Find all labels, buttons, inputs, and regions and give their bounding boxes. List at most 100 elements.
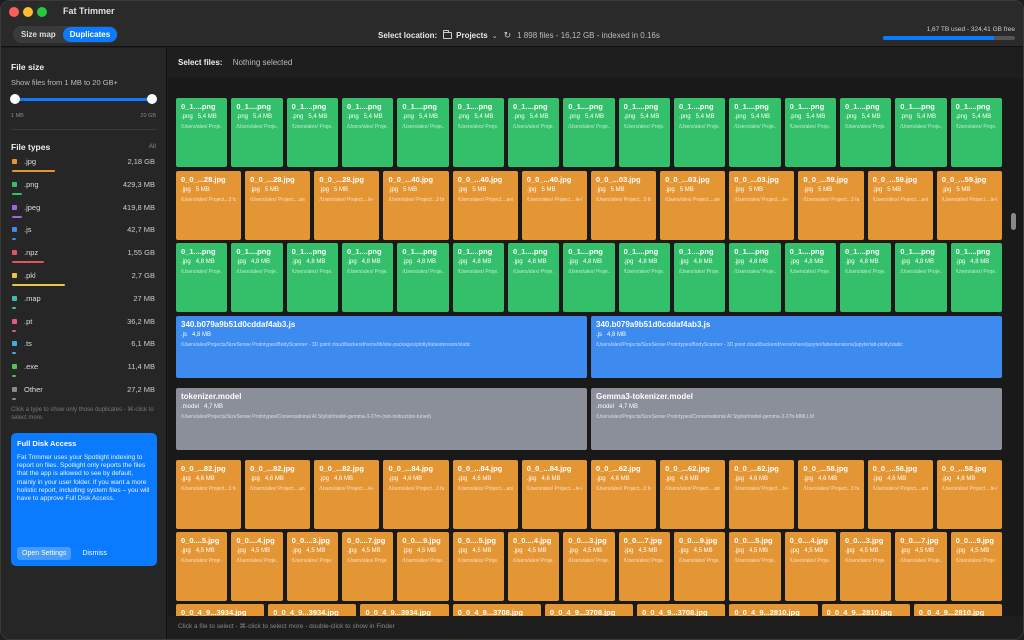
file-tile[interactable]: 0_1....png .png 5,4 MB/Users/alex/ Proje..… <box>673 98 726 167</box>
file-tile[interactable]: 0_1....png .jpg 4,8 MB/Users/alex/ Proje..… <box>286 243 338 312</box>
file-tile[interactable]: 0_0_...62.jpg .jpg 4,6 MB/Users/alex/ Proj… <box>729 460 795 529</box>
vertical-scrollbar[interactable] <box>1011 213 1016 230</box>
file-tile[interactable]: 0_0....5.jpg .jpg 4,5 MB/Users/alex/ Proje… <box>729 532 781 601</box>
file-tile[interactable]: 0_0_...62.jpg .jpg 4,6 MB/Users/alex/ Proj… <box>660 460 726 529</box>
file-tile[interactable]: 0_0....4.jpg .jpg 4,5 MB/Users/alex/ Proje… <box>507 532 560 601</box>
file-tile[interactable]: 0_0_...58.jpg .jpg 4,6 MB/Users/alex/ Proj… <box>798 460 864 529</box>
file-tile[interactable]: 0_1....png .jpg 4,8 MB/Users/alex/ Proje..… <box>618 243 670 312</box>
file-tile[interactable]: 0_1....png .jpg 4,8 MB/Users/alex/ Proje..… <box>839 243 892 312</box>
file-tile[interactable]: 0_0_4_9...2810.jpg <box>729 604 818 616</box>
file-tile[interactable]: 0_1....png .jpg 4,8 MB/Users/alex/ Proje..… <box>784 243 836 312</box>
file-tile[interactable]: 0_0_...03.jpg .jpg 5 MB/Users/alex/ Projec… <box>660 171 726 240</box>
file-tile[interactable]: 0_0....9.jpg .jpg 4,5 MB/Users/alex/ Proje… <box>950 532 1002 601</box>
dismiss-button[interactable]: Dismiss <box>82 550 107 557</box>
file-tile[interactable]: Gemma3-tokenizer.model .model 4,7 MB/Users… <box>591 388 1002 450</box>
location-dropdown[interactable]: Projects ⌄ <box>443 30 498 40</box>
file-tile[interactable]: 0_0_4_9...3934.jpg <box>268 604 357 616</box>
minimize-window-button[interactable] <box>23 7 33 17</box>
file-type-item[interactable]: .ts 6,1 MB <box>11 336 157 359</box>
file-tile[interactable]: 0_0_...03.jpg .jpg 5 MB/Users/alex/ Projec… <box>729 171 795 240</box>
file-tile[interactable]: 0_0_...40.jpg .jpg 5 MB/Users/alex/ Projec… <box>383 171 449 240</box>
refresh-icon[interactable]: ↻ <box>503 30 512 40</box>
tab-duplicates[interactable]: Duplicates <box>62 27 118 42</box>
file-tile[interactable]: 0_1....png .png 5,4 MB/Users/alex/ Proje..… <box>397 98 449 167</box>
file-tile[interactable]: 0_0....3.jpg .jpg 4,5 MB/Users/alex/ Proje… <box>563 532 615 601</box>
file-tile[interactable]: 0_0....4.jpg .jpg 4,5 MB/Users/alex/ Proje… <box>231 532 283 601</box>
file-tile[interactable]: 0_0_...40.jpg .jpg 5 MB/Users/alex/ Projec… <box>521 171 587 240</box>
file-tile[interactable]: 0_0....4.jpg .jpg 4,5 MB/Users/alex/ Proje… <box>784 532 836 601</box>
file-tile[interactable]: 0_0_4_9...2810.jpg <box>821 604 910 616</box>
file-tile[interactable]: 0_0_...58.jpg .jpg 4,6 MB/Users/alex/ Proj… <box>936 460 1002 529</box>
file-tile[interactable]: 0_0_...82.jpg .jpg 4,6 MB/Users/alex/ Proj… <box>176 460 242 529</box>
file-tile[interactable]: 0_0....3.jpg .jpg 4,5 MB/Users/alex/ Proje… <box>839 532 892 601</box>
file-tile[interactable]: 0_1....png .png 5,4 MB/Users/alex/ Proje..… <box>176 98 228 167</box>
file-type-item[interactable]: .png 429,3 MB <box>11 177 157 200</box>
slider-min-handle[interactable] <box>10 94 20 104</box>
duplicates-grid-area[interactable]: 0_1....png .png 5,4 MB/Users/alex/ Proje..… <box>168 78 1023 616</box>
file-tile[interactable]: 0_0_...28.jpg .jpg 5 MB/Users/alex/ Projec… <box>176 171 242 240</box>
file-type-item[interactable]: .js 42,7 MB <box>11 222 157 245</box>
file-type-item[interactable]: .pkl 2,7 GB <box>11 268 157 291</box>
file-tile[interactable]: 0_1....png .jpg 4,8 MB/Users/alex/ Proje..… <box>452 243 504 312</box>
file-type-item[interactable]: .map 27 MB <box>11 291 157 314</box>
file-size-slider-track[interactable] <box>15 98 153 101</box>
file-tile[interactable]: 0_0....5.jpg .jpg 4,5 MB/Users/alex/ Proje… <box>452 532 504 601</box>
file-tile[interactable]: 0_0_...84.jpg .jpg 4,6 MB/Users/alex/ Proj… <box>383 460 449 529</box>
file-tile[interactable]: 0_1....png .jpg 4,8 MB/Users/alex/ Proje..… <box>563 243 615 312</box>
file-tile[interactable]: 0_1....png .png 5,4 MB/Users/alex/ Proje..… <box>839 98 892 167</box>
all-types-button[interactable]: All <box>148 143 156 150</box>
file-tile[interactable]: 0_1....png .jpg 4,8 MB/Users/alex/ Proje..… <box>673 243 726 312</box>
file-tile[interactable]: 0_1....png .png 5,4 MB/Users/alex/ Proje..… <box>563 98 615 167</box>
file-type-item[interactable]: .exe 11,4 MB <box>11 359 157 382</box>
file-tile[interactable]: 0_1....png .png 5,4 MB/Users/alex/ Proje..… <box>618 98 670 167</box>
file-type-item[interactable]: Other 27,2 MB <box>11 382 157 405</box>
file-tile[interactable]: 0_1....png .jpg 4,8 MB/Users/alex/ Proje..… <box>507 243 560 312</box>
file-tile[interactable]: 0_1....png .png 5,4 MB/Users/alex/ Proje..… <box>341 98 394 167</box>
slider-max-handle[interactable] <box>147 94 157 104</box>
file-tile[interactable]: 340.b079a9b51d0cddaf4ab3.js .js 4,8 MB/Use… <box>591 316 1002 378</box>
file-tile[interactable]: 0_0_...82.jpg .jpg 4,6 MB/Users/alex/ Proj… <box>314 460 380 529</box>
file-tile[interactable]: 0_0_4_9...3934.jpg <box>360 604 449 616</box>
file-type-item[interactable]: .pt 36,2 MB <box>11 314 157 337</box>
file-tile[interactable]: 0_1....png .jpg 4,8 MB/Users/alex/ Proje..… <box>729 243 781 312</box>
file-type-item[interactable]: .jpg 2,18 GB <box>11 154 157 177</box>
file-tile[interactable]: 0_1....png .jpg 4,8 MB/Users/alex/ Proje..… <box>950 243 1002 312</box>
file-tile[interactable]: 0_0_4_9...2810.jpg <box>913 604 1002 616</box>
file-tile[interactable]: 0_1....png .png 5,4 MB/Users/alex/ Proje..… <box>950 98 1002 167</box>
file-tile[interactable]: 0_1....png .jpg 4,8 MB/Users/alex/ Proje..… <box>176 243 228 312</box>
file-tile[interactable]: 0_0_...40.jpg .jpg 5 MB/Users/alex/ Projec… <box>452 171 518 240</box>
file-type-item[interactable]: .npz 1,55 GB <box>11 245 157 268</box>
file-tile[interactable]: 0_0....5.jpg .jpg 4,5 MB/Users/alex/ Proje… <box>176 532 228 601</box>
file-tile[interactable]: 0_1....png .jpg 4,8 MB/Users/alex/ Proje..… <box>895 243 947 312</box>
file-tile[interactable]: 0_0_...62.jpg .jpg 4,6 MB/Users/alex/ Proj… <box>590 460 657 529</box>
file-tile[interactable]: 0_1....png .png 5,4 MB/Users/alex/ Proje..… <box>729 98 781 167</box>
file-tile[interactable]: 0_0_...03.jpg .jpg 5 MB/Users/alex/ Projec… <box>590 171 657 240</box>
open-settings-button[interactable]: Open Settings <box>17 547 72 560</box>
tab-size-map[interactable]: Size map <box>21 30 56 39</box>
file-tile[interactable]: 0_0_4_9...3708.jpg <box>452 604 541 616</box>
file-tile[interactable]: 0_1....png .jpg 4,8 MB/Users/alex/ Proje..… <box>231 243 283 312</box>
file-tile[interactable]: 0_0_...59.jpg .jpg 5 MB/Users/alex/ Projec… <box>798 171 864 240</box>
file-tile[interactable]: 0_1....png .png 5,4 MB/Users/alex/ Proje..… <box>895 98 947 167</box>
file-tile[interactable]: 0_0_4_9...3934.jpg <box>176 604 265 616</box>
file-tile[interactable]: 0_0_...58.jpg .jpg 4,6 MB/Users/alex/ Proj… <box>867 460 933 529</box>
file-tile[interactable]: 0_1....png .png 5,4 MB/Users/alex/ Proje..… <box>507 98 560 167</box>
file-tile[interactable]: 0_0....9.jpg .jpg 4,5 MB/Users/alex/ Proje… <box>397 532 449 601</box>
file-tile[interactable]: 0_1....png .png 5,4 MB/Users/alex/ Proje..… <box>784 98 836 167</box>
file-tile[interactable]: 0_0_...28.jpg .jpg 5 MB/Users/alex/ Projec… <box>245 171 311 240</box>
file-tile[interactable]: 0_0_4_9...3708.jpg <box>637 604 726 616</box>
file-tile[interactable]: 340.b079a9b51d0cddaf4ab3.js .js 4,8 MB/Use… <box>176 316 587 378</box>
file-tile[interactable]: 0_0_...84.jpg .jpg 4,6 MB/Users/alex/ Proj… <box>452 460 518 529</box>
file-type-item[interactable]: .jpeg 419,8 MB <box>11 200 157 223</box>
file-tile[interactable]: 0_1....png .png 5,4 MB/Users/alex/ Proje..… <box>286 98 338 167</box>
file-tile[interactable]: 0_0....3.jpg .jpg 4,5 MB/Users/alex/ Proje… <box>286 532 338 601</box>
file-tile[interactable]: 0_0_...84.jpg .jpg 4,6 MB/Users/alex/ Proj… <box>521 460 587 529</box>
file-tile[interactable]: 0_0_4_9...3708.jpg <box>544 604 634 616</box>
file-tile[interactable]: 0_0....9.jpg .jpg 4,5 MB/Users/alex/ Proje… <box>673 532 726 601</box>
file-tile[interactable]: 0_1....png .png 5,4 MB/Users/alex/ Proje..… <box>231 98 283 167</box>
file-tile[interactable]: 0_1....png .png 5,4 MB/Users/alex/ Proje..… <box>452 98 504 167</box>
file-tile[interactable]: 0_0....7.jpg .jpg 4,5 MB/Users/alex/ Proje… <box>618 532 670 601</box>
file-tile[interactable]: 0_0_...59.jpg .jpg 5 MB/Users/alex/ Projec… <box>867 171 933 240</box>
file-tile[interactable]: 0_1....png .jpg 4,8 MB/Users/alex/ Proje..… <box>397 243 449 312</box>
close-window-button[interactable] <box>9 7 19 17</box>
